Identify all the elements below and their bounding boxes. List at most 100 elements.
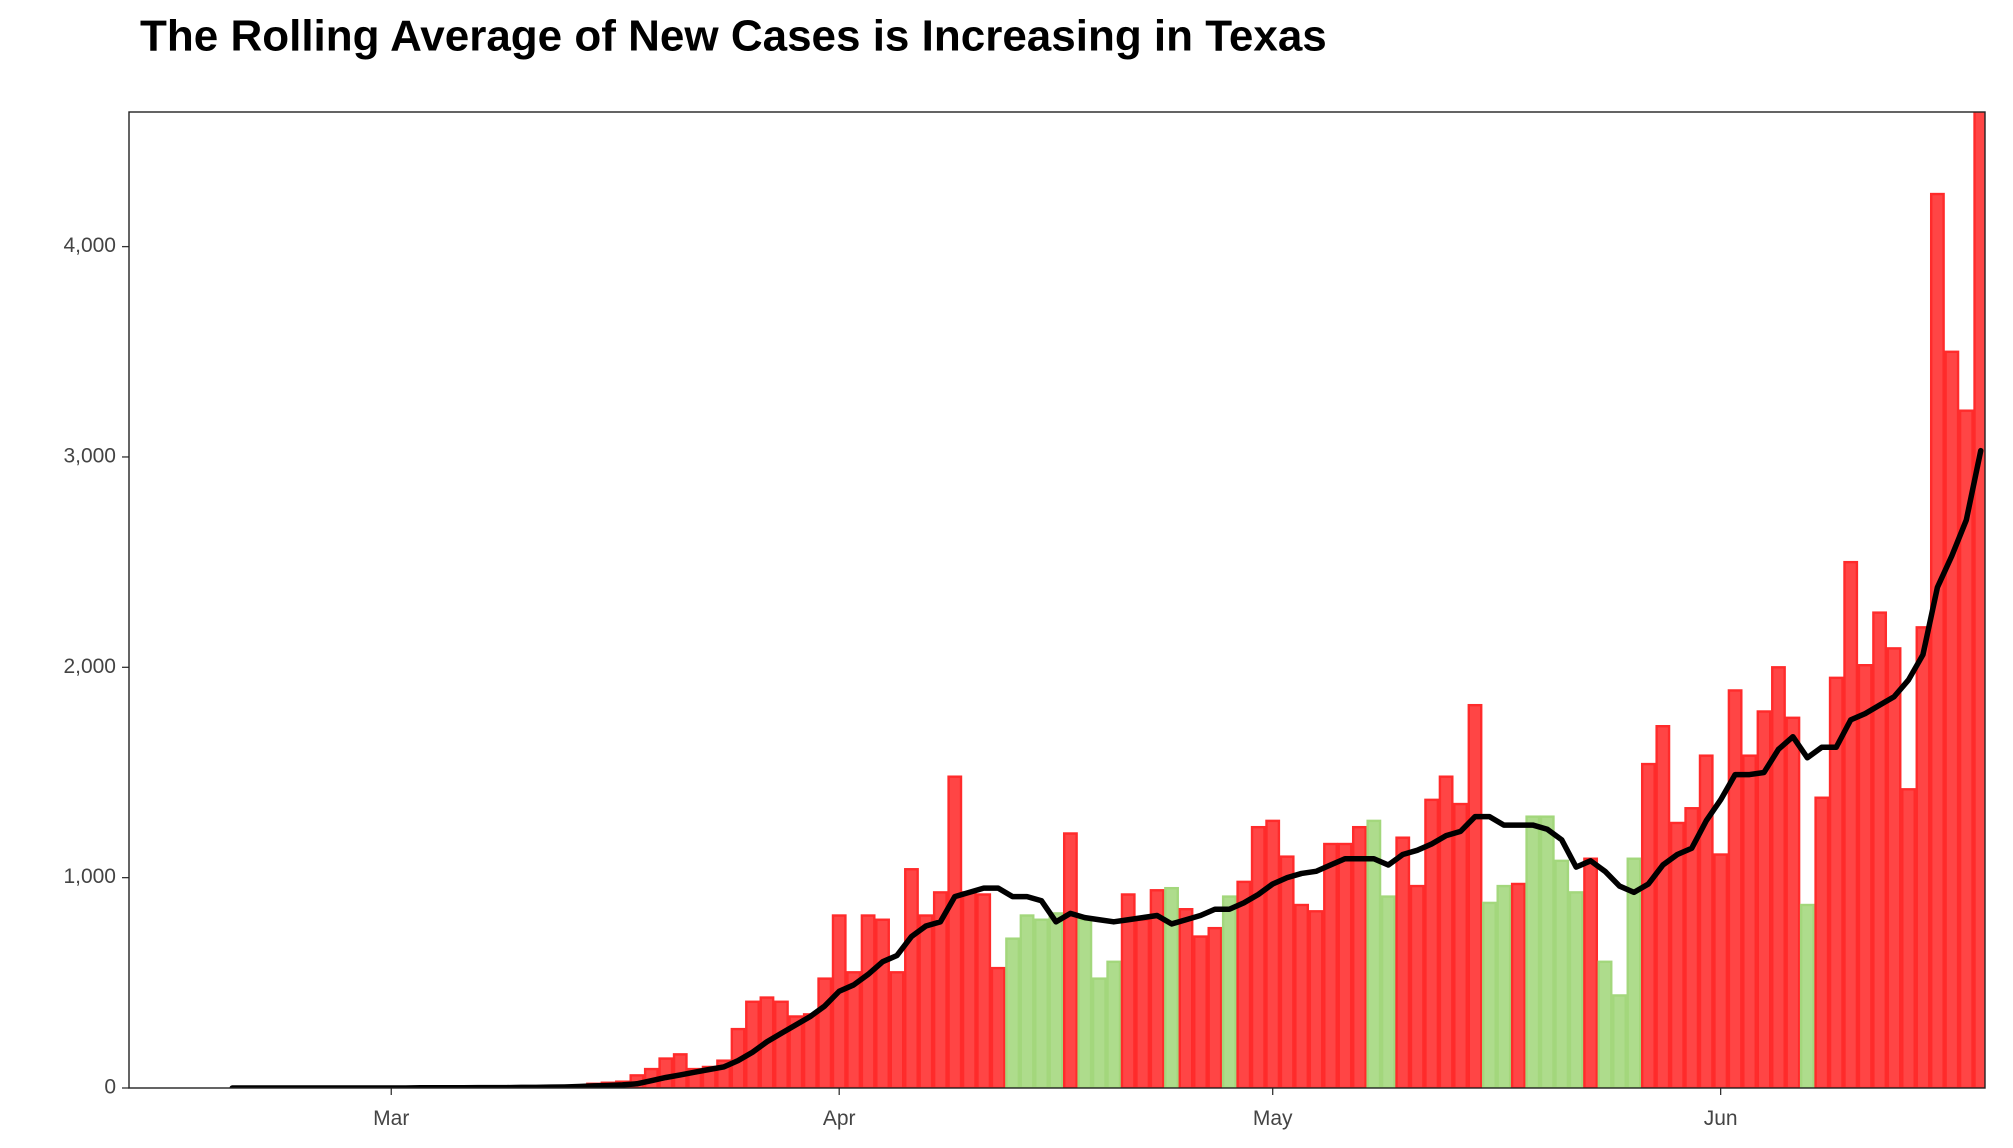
bar [1713, 853, 1729, 1088]
bar [1669, 821, 1685, 1088]
bar [1250, 825, 1266, 1088]
bar [1106, 960, 1122, 1088]
bar [1091, 977, 1107, 1088]
bar [1034, 918, 1049, 1088]
bar [904, 868, 919, 1088]
bar [1612, 994, 1627, 1088]
y-tick-label: 1,000 [63, 865, 116, 888]
bar [1178, 908, 1194, 1088]
plot-frame [128, 111, 1986, 1089]
bar [860, 914, 876, 1088]
bar [1077, 918, 1093, 1088]
bar [1482, 901, 1497, 1088]
y-tick-label: 3,000 [63, 445, 116, 468]
bar [1958, 409, 1974, 1088]
bar [1337, 842, 1353, 1088]
bar [1698, 754, 1714, 1088]
bar [990, 966, 1006, 1088]
y-tick-label: 4,000 [63, 234, 116, 257]
bar [1814, 796, 1830, 1088]
bar [745, 1000, 760, 1088]
bar [1019, 914, 1035, 1088]
x-tick-label: Apr [823, 1107, 856, 1130]
bar [1380, 895, 1396, 1088]
bar [1308, 910, 1324, 1088]
bar [1395, 836, 1411, 1088]
bar [1221, 895, 1237, 1088]
bar [1828, 676, 1844, 1088]
bar [1236, 880, 1252, 1088]
y-tick-label: 2,000 [63, 655, 116, 678]
bar [1597, 960, 1613, 1088]
bar [1771, 666, 1786, 1088]
bar [1265, 819, 1281, 1088]
bar [1193, 935, 1208, 1088]
bar [1785, 716, 1801, 1088]
bar [1424, 798, 1440, 1088]
bar [1294, 903, 1310, 1088]
bar [1568, 891, 1584, 1088]
bar [1164, 886, 1179, 1088]
bar [1438, 775, 1454, 1088]
bar [1062, 832, 1078, 1088]
bar [1843, 560, 1859, 1088]
bar [1048, 912, 1064, 1088]
bar [918, 914, 934, 1088]
bar [1872, 611, 1888, 1088]
bar [889, 971, 905, 1088]
bar [1799, 903, 1815, 1088]
chart-title: The Rolling Average of New Cases is Incr… [140, 12, 1327, 61]
bar [1467, 703, 1483, 1088]
bar [1279, 855, 1295, 1088]
bar [817, 977, 833, 1088]
bar [1539, 815, 1555, 1088]
bar [1120, 893, 1136, 1088]
bar [1973, 112, 1985, 1088]
bar [1510, 882, 1526, 1088]
bar [1005, 937, 1021, 1088]
bar [1207, 926, 1223, 1088]
bar [1944, 350, 1960, 1088]
y-tick-label: 0 [104, 1076, 116, 1099]
bar [961, 891, 977, 1088]
bar [658, 1057, 674, 1088]
bar [846, 971, 862, 1088]
bar [1351, 825, 1367, 1088]
bar [1366, 819, 1382, 1088]
x-tick-label: Mar [373, 1107, 409, 1130]
bar [976, 893, 992, 1088]
bar [1554, 859, 1570, 1088]
bar [831, 914, 847, 1088]
bar [1742, 754, 1757, 1088]
bar [1409, 884, 1425, 1088]
bar [1135, 918, 1151, 1088]
bar [1323, 842, 1338, 1088]
bar [1453, 802, 1468, 1088]
bar [1525, 815, 1541, 1088]
bar [672, 1053, 688, 1088]
bar [1886, 647, 1902, 1088]
bar [1901, 788, 1916, 1088]
bar [802, 1013, 818, 1088]
bar [1756, 710, 1772, 1088]
bar [875, 918, 890, 1088]
bar [1857, 664, 1873, 1088]
plot-area [229, 112, 1985, 1088]
bar [1496, 884, 1512, 1088]
x-tick-label: Jun [1704, 1107, 1738, 1130]
bar [788, 1015, 804, 1088]
x-tick-label: May [1253, 1107, 1293, 1130]
bar [1915, 626, 1931, 1088]
bar [1583, 857, 1599, 1088]
bar [1655, 725, 1671, 1088]
bar [1149, 889, 1165, 1088]
bar [1929, 192, 1945, 1088]
bar [1727, 689, 1743, 1088]
bar [947, 775, 963, 1088]
bar [1684, 807, 1700, 1088]
bar [1640, 762, 1656, 1088]
bar [773, 1000, 789, 1088]
bar [932, 891, 948, 1088]
